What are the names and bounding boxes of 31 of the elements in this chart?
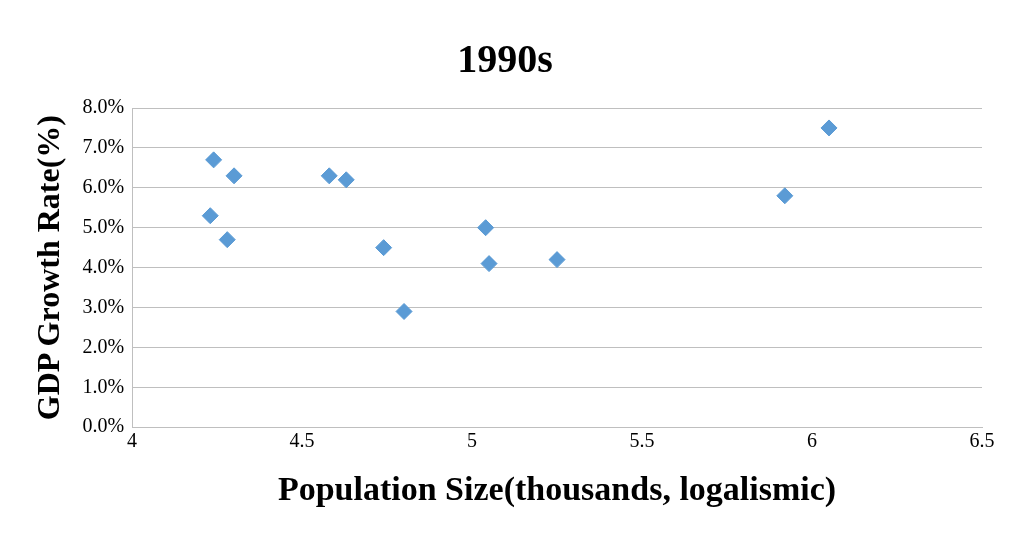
point <box>205 151 223 169</box>
y-tick-label: 5.0% <box>82 214 125 237</box>
y-axis-title: GDP Growth Rate(%) <box>30 115 67 421</box>
y-tick-label: 0.0% <box>82 414 125 437</box>
y-tick-label: 4.0% <box>82 254 125 277</box>
y-tick-label: 1.0% <box>82 374 125 397</box>
point <box>480 255 498 273</box>
x-tick-label: 5.5 <box>629 429 655 452</box>
point <box>548 251 566 269</box>
x-tick-label: 6 <box>807 429 818 452</box>
point <box>218 231 236 249</box>
x-tick-label: 6.5 <box>969 429 995 452</box>
point <box>477 219 495 237</box>
point <box>776 187 794 205</box>
point <box>337 171 355 189</box>
x-tick-label: 4.5 <box>289 429 315 452</box>
y-tick-label: 7.0% <box>82 135 125 158</box>
point <box>820 119 838 137</box>
x-tick-label: 4 <box>127 429 138 452</box>
y-tick-label: 8.0% <box>82 95 125 118</box>
point <box>320 167 338 185</box>
point <box>225 167 243 185</box>
point <box>375 239 393 257</box>
point <box>395 302 413 320</box>
point <box>201 207 219 225</box>
x-axis-title: Population Size(thousands, logalismic) <box>277 470 837 509</box>
y-tick-label: 2.0% <box>82 334 125 357</box>
y-tick-label: 3.0% <box>82 294 125 317</box>
x-tick-label: 5 <box>467 429 478 452</box>
chart-title: 1990s <box>457 36 553 82</box>
y-tick-label: 6.0% <box>82 175 125 198</box>
